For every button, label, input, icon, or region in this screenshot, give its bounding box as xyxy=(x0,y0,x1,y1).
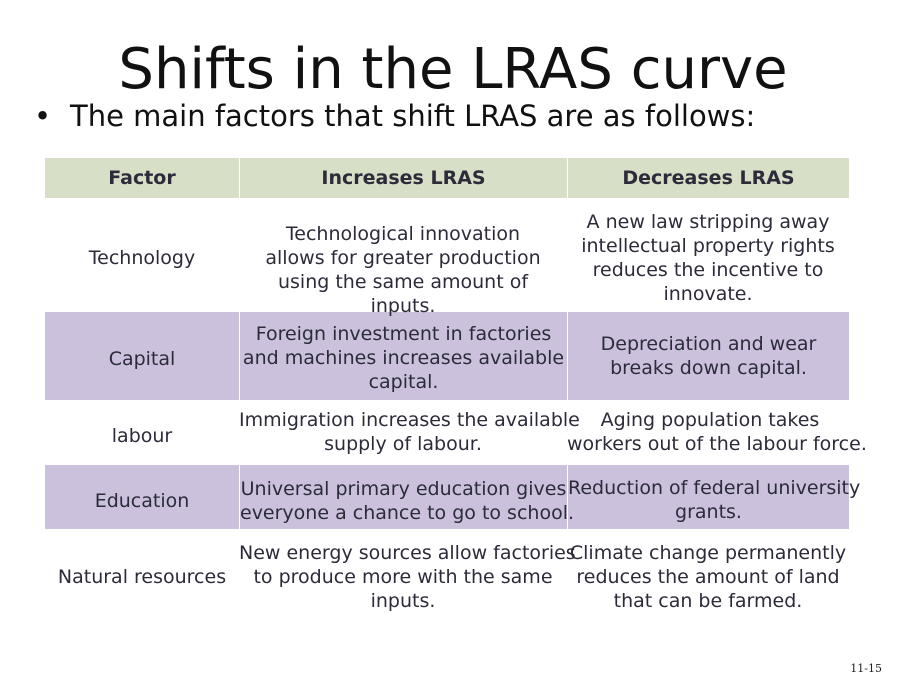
cell-factor: Capital xyxy=(108,348,176,370)
cell-increases: Technological innovation allows for grea… xyxy=(239,222,567,318)
row-band-education xyxy=(45,465,849,529)
text-line: Technological innovation xyxy=(285,223,521,245)
text-line: Reduction of federal university xyxy=(568,477,861,499)
cell-increases: New energy sources allow factories to pr… xyxy=(239,541,576,615)
bullet-text: The main factors that shift LRAS are as … xyxy=(70,99,756,133)
column-header-decreases: Decreases LRAS xyxy=(567,158,849,198)
text-line: intellectual property rights xyxy=(581,235,835,257)
text-line: everyone a chance to go to school. xyxy=(240,502,575,524)
bullet-icon: • xyxy=(34,99,52,133)
text-line: Immigration increases the available xyxy=(239,409,580,431)
text-line: Aging population takes xyxy=(600,409,820,431)
cell-decreases: A new law stripping away intellectual pr… xyxy=(567,210,849,306)
text-line: using the same amount of xyxy=(277,271,529,293)
cell-increases: Universal primary education gives everyo… xyxy=(239,465,575,529)
column-header-factor: Factor xyxy=(45,158,239,198)
text-line: grants. xyxy=(675,501,742,523)
text-line: reduces the incentive to xyxy=(592,259,824,281)
text-line: Universal primary education gives xyxy=(240,478,567,500)
bullet-item: • The main factors that shift LRAS are as… xyxy=(34,98,755,134)
text-line: breaks down capital. xyxy=(610,357,807,379)
text-line: that can be farmed. xyxy=(613,590,803,612)
cell-decreases: Depreciation and wear breaks down capita… xyxy=(567,312,849,400)
cell-decreases: Reduction of federal university grants. xyxy=(567,465,861,529)
text-line: supply of labour. xyxy=(324,433,482,455)
cell-increases: Immigration increases the available supp… xyxy=(239,408,580,458)
cell-factor: Natural resources xyxy=(57,566,227,588)
cell-increases: Foreign investment in factories and mach… xyxy=(239,312,567,400)
row-band-capital xyxy=(45,312,849,400)
cell-decreases: Aging population takes workers out of th… xyxy=(567,408,867,458)
text-line: capital. xyxy=(368,371,439,393)
text-line: A new law stripping away xyxy=(586,211,830,233)
text-line: workers out of the labour force. xyxy=(567,433,867,455)
text-line: to produce more with the same xyxy=(253,566,553,588)
text-line: inputs. xyxy=(370,590,436,612)
text-line: reduces the amount of land xyxy=(576,566,840,588)
cell-decreases: Climate change permanently reduces the a… xyxy=(567,541,849,615)
text-line: Depreciation and wear xyxy=(600,333,817,355)
text-line: allows for greater production xyxy=(265,247,541,269)
text-line: and machines increases available xyxy=(242,347,565,369)
text-line: inputs. xyxy=(370,295,436,317)
slide-title: Shifts in the LRAS curve xyxy=(118,37,788,102)
text-line: Climate change permanently xyxy=(569,542,847,564)
text-line: innovate. xyxy=(663,283,753,305)
column-header-increases: Increases LRAS xyxy=(239,158,567,198)
text-line: New energy sources allow factories xyxy=(239,542,576,564)
cell-factor: labour xyxy=(111,425,173,447)
cell-factor: Education xyxy=(94,490,190,512)
slide-number: 11-15 xyxy=(850,662,882,675)
cell-factor: Technology xyxy=(88,247,196,269)
text-line: Foreign investment in factories xyxy=(255,323,552,345)
